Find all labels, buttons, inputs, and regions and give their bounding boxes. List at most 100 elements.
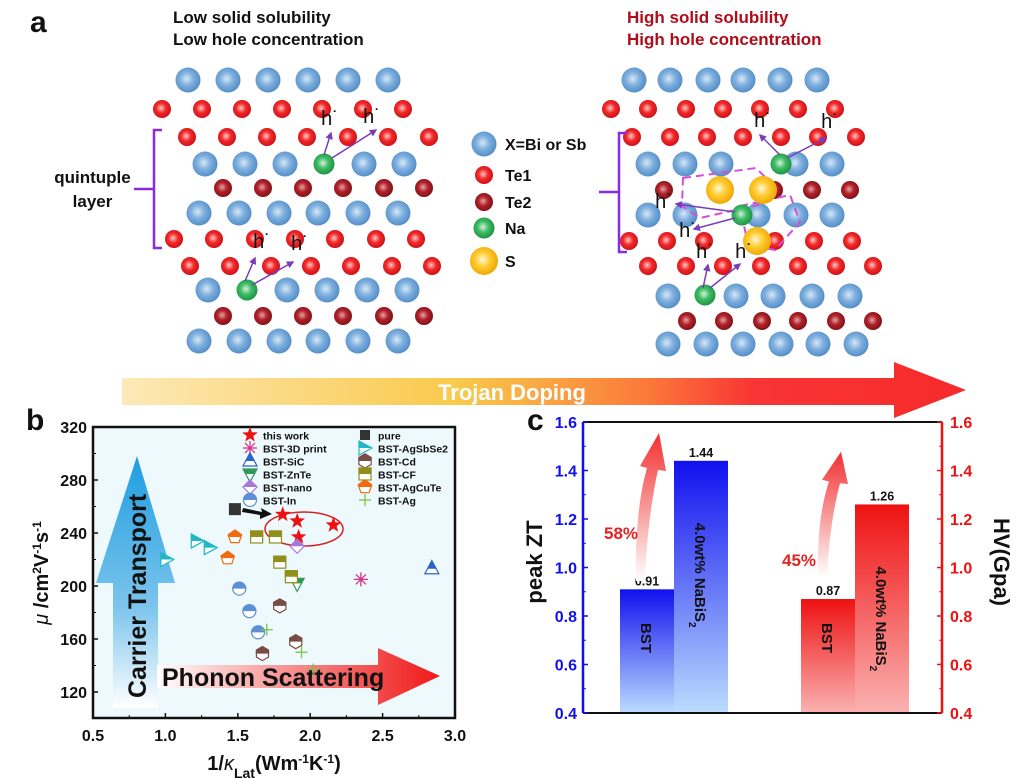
hole-label: h˙ bbox=[363, 106, 381, 128]
atom-x bbox=[266, 328, 292, 354]
hole-arrow bbox=[758, 133, 781, 156]
atom-na bbox=[694, 284, 716, 306]
right-title-line-2: High hole concentration bbox=[627, 30, 822, 49]
x-tick-label: 2.5 bbox=[371, 728, 393, 745]
atom-legend: X=Bi or Sb Te1 Te2 Na S bbox=[470, 131, 587, 275]
legend-marker-icon bbox=[360, 430, 370, 440]
left-title-line-1: Low solid solubility bbox=[173, 8, 331, 27]
atom-x bbox=[266, 200, 292, 226]
atom-s bbox=[706, 176, 734, 204]
atom-x bbox=[657, 67, 683, 93]
bar-value-label: 1.44 bbox=[689, 446, 713, 460]
data-point-bst-nano bbox=[289, 538, 306, 547]
atom-x bbox=[305, 200, 331, 226]
atom-te2 bbox=[375, 179, 393, 197]
hole-arrow bbox=[702, 263, 711, 289]
left-title-line-2: Low hole concentration bbox=[173, 30, 364, 49]
y-tick-label: 120 bbox=[60, 685, 87, 702]
x-axis-title-part: K bbox=[309, 753, 324, 775]
legend-marker-icon bbox=[358, 467, 372, 474]
left-y-tick-label: 1.4 bbox=[555, 464, 577, 481]
atom-te1 bbox=[698, 128, 716, 146]
y-axis-title-part: -1 bbox=[30, 543, 44, 554]
atom-te1 bbox=[178, 128, 196, 146]
data-point-bst-agsbse2 bbox=[204, 540, 218, 548]
hole-arrow bbox=[709, 263, 742, 289]
atom-te1 bbox=[326, 230, 344, 248]
pure-to-this-work-arrow bbox=[242, 508, 272, 519]
data-point-bst-sic bbox=[426, 559, 437, 569]
data-point-bst-agsbse2 bbox=[160, 552, 174, 560]
data-point-pure bbox=[228, 503, 241, 516]
legend-atom-x-icon bbox=[471, 131, 497, 157]
atom-te2 bbox=[841, 181, 859, 199]
atom-te1 bbox=[827, 257, 845, 275]
atom-te2 bbox=[864, 312, 882, 330]
legend-label: BST-In bbox=[263, 496, 296, 508]
left-y-tick-label: 0.8 bbox=[555, 609, 577, 626]
atom-te1 bbox=[714, 100, 732, 118]
atom-x bbox=[335, 67, 361, 93]
atom-x bbox=[226, 328, 252, 354]
atom-te2 bbox=[214, 179, 232, 197]
atom-te1 bbox=[165, 230, 183, 248]
panel-c-letter: c bbox=[527, 404, 544, 437]
atom-te2 bbox=[415, 307, 433, 325]
hole-label: h˙ bbox=[321, 108, 339, 130]
atom-na bbox=[313, 153, 335, 175]
atom-te1 bbox=[407, 230, 425, 248]
atom-s bbox=[749, 176, 777, 204]
data-point-bst-cf bbox=[273, 555, 287, 563]
atom-x bbox=[783, 202, 809, 228]
hole-label: h˙ bbox=[735, 241, 753, 263]
hole-label: h˙ bbox=[291, 233, 309, 255]
data-point-bst-cf bbox=[284, 570, 298, 577]
bar-zt-nabis2 bbox=[674, 460, 728, 713]
atom-x bbox=[672, 202, 698, 228]
quintuple-bracket-left bbox=[134, 128, 162, 250]
data-point-bst-cf bbox=[250, 530, 264, 537]
atom-te1 bbox=[286, 230, 304, 248]
atom-te1 bbox=[789, 100, 807, 118]
bar-inner-label: 4.0wt% NaBiS2 bbox=[868, 566, 890, 671]
atom-te1 bbox=[677, 257, 695, 275]
legend-marker-icon bbox=[242, 426, 258, 442]
atom-te1 bbox=[218, 128, 236, 146]
atom-na bbox=[770, 153, 792, 175]
legend-label: BST-CF bbox=[378, 470, 417, 482]
atom-te1 bbox=[805, 232, 823, 250]
hole-arrow bbox=[251, 261, 295, 286]
legend-label: BST-3D print bbox=[263, 444, 327, 456]
right-title: High solid solubility High hole concentr… bbox=[627, 7, 822, 51]
atom-te2 bbox=[254, 307, 272, 325]
legend-label: Na bbox=[505, 221, 526, 238]
atom-x bbox=[232, 151, 258, 177]
atom-te1 bbox=[714, 257, 732, 275]
hole-arrow bbox=[692, 217, 736, 232]
atom-x bbox=[215, 67, 241, 93]
hv-increase-arrow bbox=[817, 451, 848, 578]
atom-te1 bbox=[221, 257, 239, 275]
data-point-bst-in bbox=[232, 581, 247, 589]
atom-te1 bbox=[153, 100, 171, 118]
hole-label: h˙ bbox=[655, 191, 673, 213]
atom-x bbox=[783, 151, 809, 177]
atom-x bbox=[351, 151, 377, 177]
atom-na bbox=[236, 279, 258, 301]
y-axis-title-part: -1 bbox=[30, 521, 44, 532]
legend-marker-icon bbox=[245, 451, 255, 461]
legend-marker-icon bbox=[242, 492, 258, 500]
left-y-axis-title: peak ZT bbox=[522, 520, 547, 604]
atom-te1 bbox=[423, 257, 441, 275]
atom-x bbox=[195, 277, 221, 303]
legend-label: BST-nano bbox=[263, 483, 312, 495]
atom-x bbox=[745, 202, 771, 228]
atom-x bbox=[799, 283, 825, 309]
atom-x bbox=[819, 202, 845, 228]
trojan-doping-label: Trojan Doping bbox=[438, 380, 586, 405]
atom-te1 bbox=[752, 257, 770, 275]
atom-x bbox=[695, 67, 721, 93]
atom-te2 bbox=[334, 179, 352, 197]
atom-te2 bbox=[375, 307, 393, 325]
atom-x bbox=[375, 67, 401, 93]
